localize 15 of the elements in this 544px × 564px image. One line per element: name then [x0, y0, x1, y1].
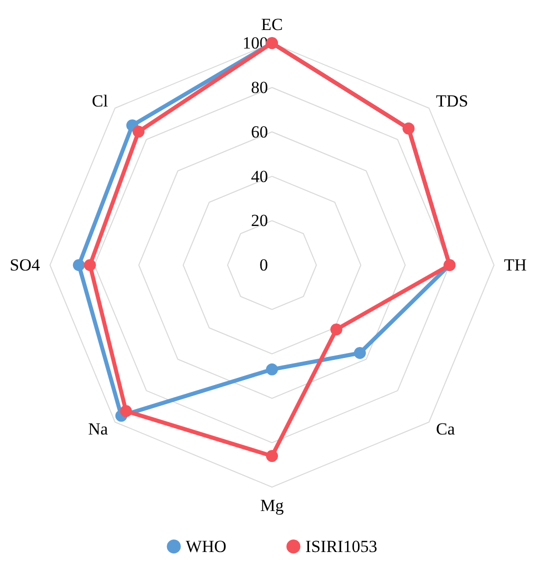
spoke-label: Ca — [436, 420, 456, 439]
legend-label: ISIRI1053 — [305, 537, 378, 556]
spoke-label: TDS — [436, 92, 468, 111]
spoke-label: SO4 — [10, 256, 40, 275]
y-tick-label: 20 — [251, 211, 268, 230]
legend-label: WHO — [186, 537, 226, 556]
spoke-label: EC — [261, 15, 283, 34]
spoke-label: Mg — [260, 496, 284, 516]
y-tick-label: 0 — [260, 256, 268, 275]
y-tick-label: 80 — [251, 78, 268, 97]
spoke-label: Cl — [92, 92, 108, 111]
spoke-label: TH — [504, 256, 527, 275]
spoke-label: Na — [88, 420, 108, 439]
y-tick-label: 40 — [251, 166, 268, 186]
y-tick-label: 60 — [251, 122, 268, 142]
